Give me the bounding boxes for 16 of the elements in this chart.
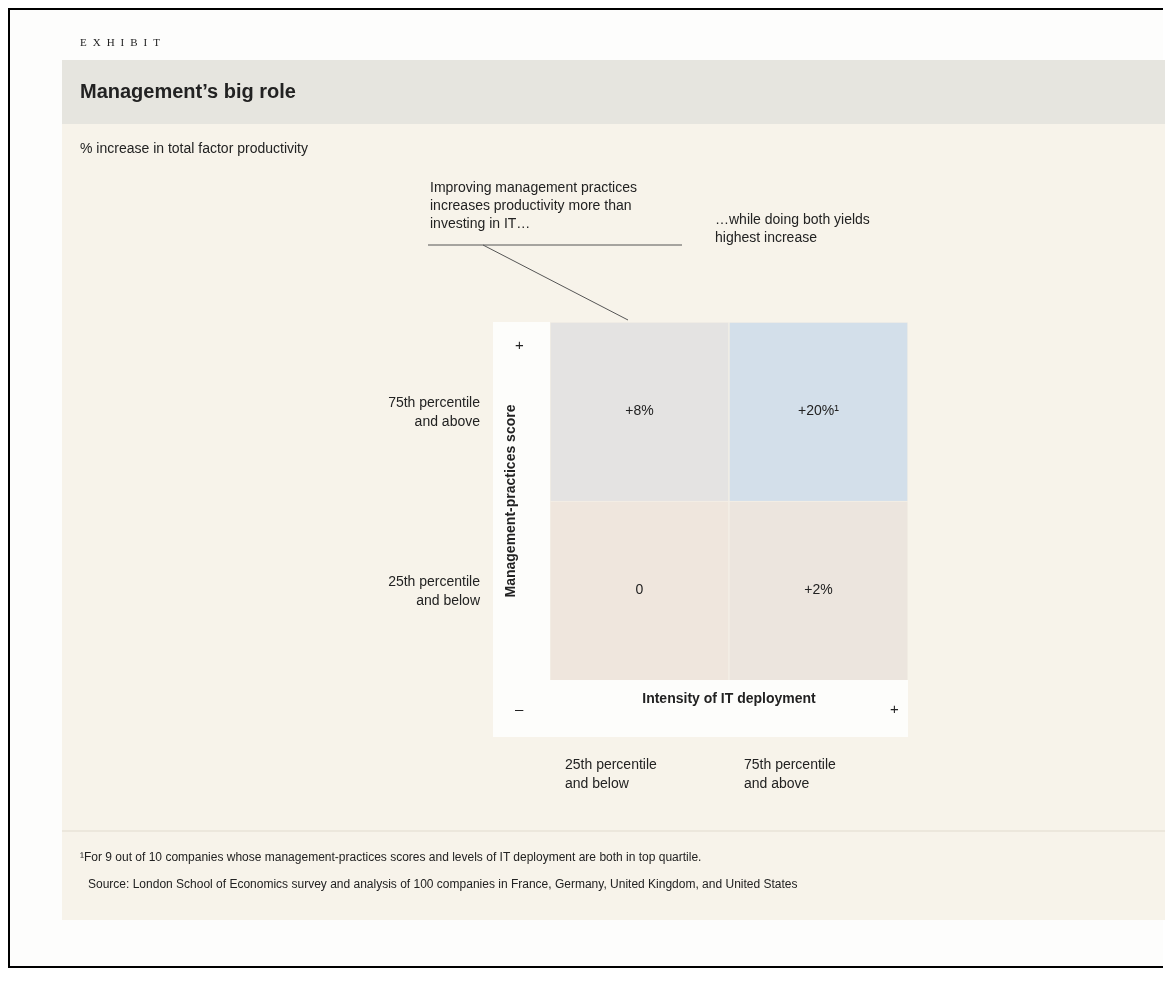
data-label: +2% xyxy=(804,581,833,598)
annotation: + xyxy=(890,700,899,717)
source-note: Source: London School of Economics survey and analysis of 100 companies in France, Germany, United Kingdom, and United States xyxy=(88,876,799,893)
data-label: +20%¹ xyxy=(798,402,840,419)
annotation: + xyxy=(515,336,524,353)
text: EXHIBIT xyxy=(80,36,166,48)
text: …while doing both yields highest increase xyxy=(715,210,871,246)
y-axis-title: Management-practices score xyxy=(502,404,518,598)
data-label: 0 xyxy=(635,581,644,598)
data-label: +8% xyxy=(625,402,654,419)
text: Improving management practices increases productivity more than investing in IT… xyxy=(430,178,638,232)
x-axis-title: Intensity of IT deployment xyxy=(642,690,816,706)
text: ¹For 9 out of 10 companies whose management-practices scores and levels of IT deployment are both in top quartile. xyxy=(80,850,702,864)
text: % increase in total factor productivity xyxy=(80,140,308,156)
text: Management’s big role xyxy=(80,80,296,103)
annotation: – xyxy=(515,700,524,717)
